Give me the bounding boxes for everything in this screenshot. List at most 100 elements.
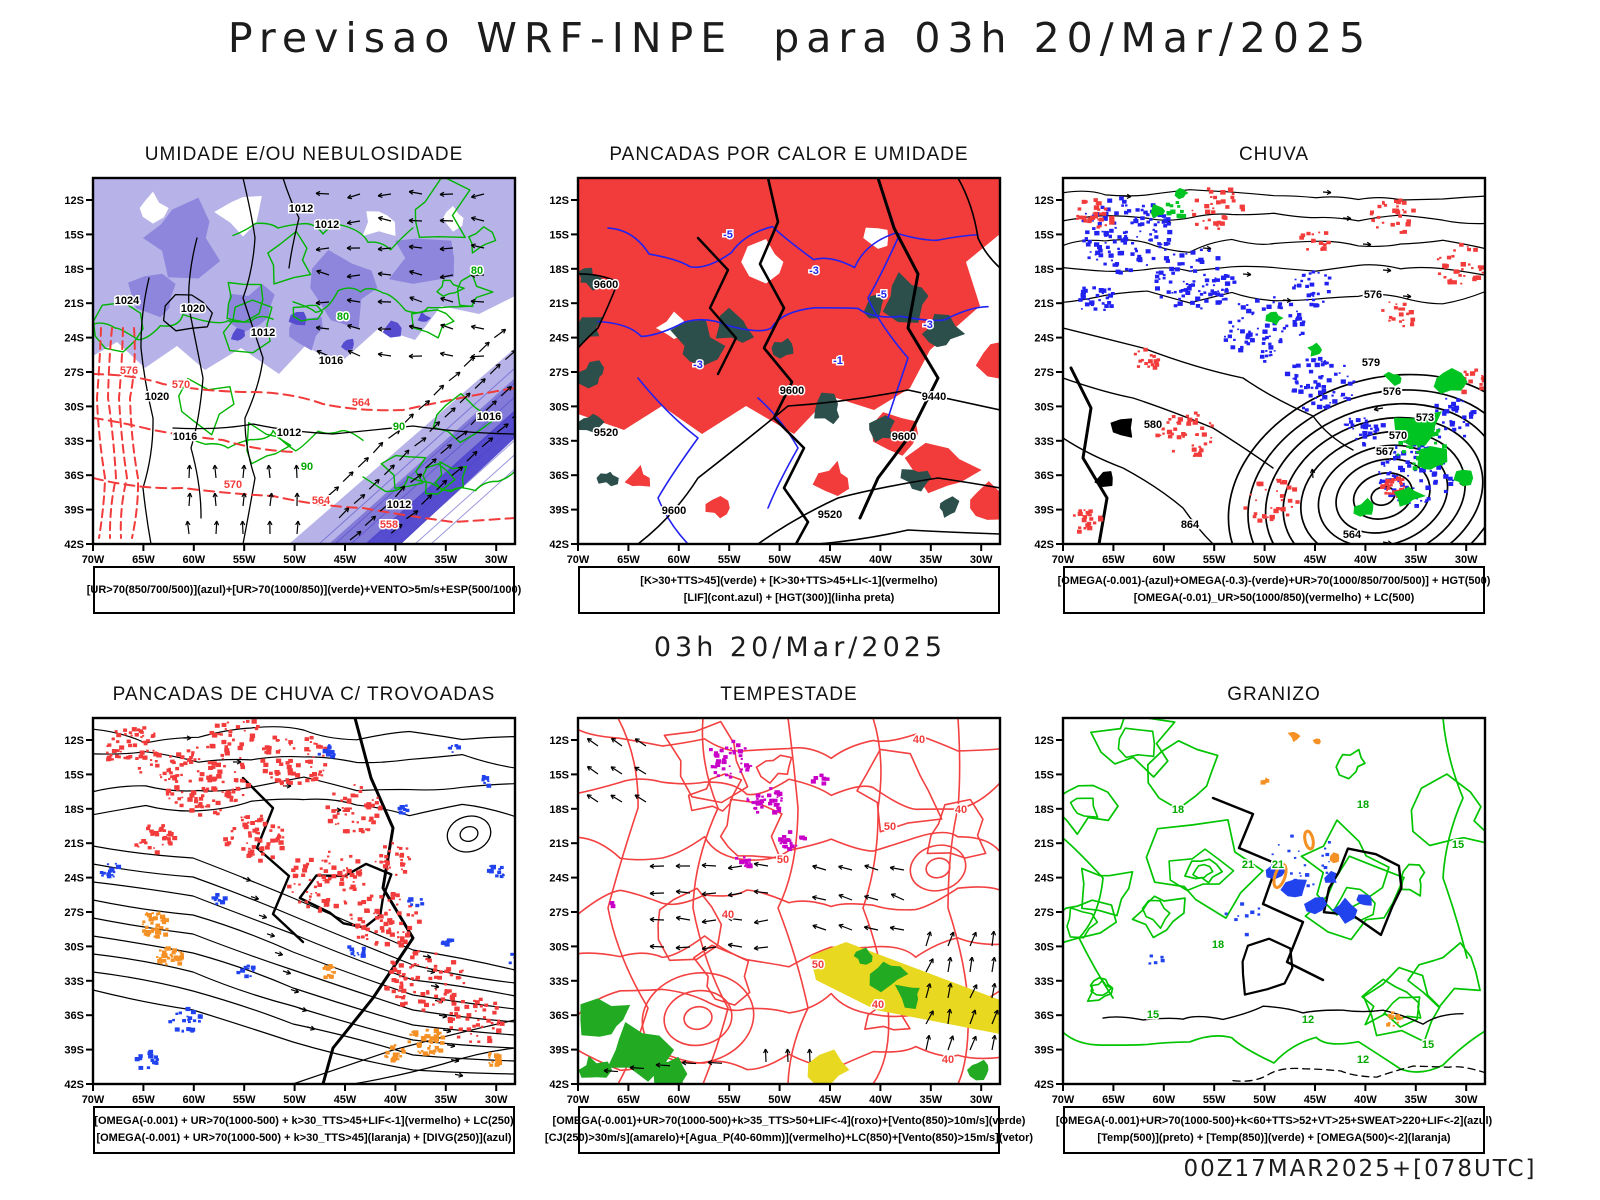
svg-text:55W: 55W xyxy=(1203,1094,1226,1106)
legend-box-umidade: [UR>70(850/700/500)](azul)+[UR>70(1000/8… xyxy=(87,566,521,614)
svg-text:27S: 27S xyxy=(64,907,84,919)
svg-text:9520: 9520 xyxy=(594,427,618,439)
svg-text:12S: 12S xyxy=(549,195,569,207)
svg-text:15: 15 xyxy=(1452,839,1464,851)
svg-text:18: 18 xyxy=(1212,939,1224,951)
svg-text:40W: 40W xyxy=(1354,1094,1377,1106)
svg-text:70W: 70W xyxy=(567,1094,590,1106)
svg-text:65W: 65W xyxy=(132,554,155,566)
svg-text:36S: 36S xyxy=(549,1010,569,1022)
svg-text:24S: 24S xyxy=(64,333,84,345)
svg-text:9520: 9520 xyxy=(818,509,842,521)
svg-text:35W: 35W xyxy=(434,1094,457,1106)
svg-text:50W: 50W xyxy=(283,1094,306,1106)
svg-text:55W: 55W xyxy=(718,1094,741,1106)
svg-text:564: 564 xyxy=(312,495,331,507)
legend-line: [OMEGA(-0.001)-(azul)+OMEGA(-0.3)-(verde… xyxy=(1057,575,1491,587)
legend-box-chuva: [OMEGA(-0.001)-(azul)+OMEGA(-0.3)-(verde… xyxy=(1058,566,1490,614)
svg-text:35W: 35W xyxy=(919,554,942,566)
svg-text:573: 573 xyxy=(1416,412,1434,424)
svg-text:-3: -3 xyxy=(809,265,819,277)
svg-text:55W: 55W xyxy=(233,1094,256,1106)
svg-text:65W: 65W xyxy=(1102,554,1125,566)
svg-text:30S: 30S xyxy=(549,401,569,413)
svg-text:50W: 50W xyxy=(1253,1094,1276,1106)
panel-chuva: CHUVA 12S 15S 18S 21S 24S 27S 30S 33S 36S 39S 42S 7… xyxy=(1023,142,1493,614)
svg-text:39S: 39S xyxy=(549,505,569,517)
panel-pancadas-calor: PANCADAS POR CALOR E UMIDADE 12S 15S 18S 21… xyxy=(538,142,1008,614)
svg-text:40W: 40W xyxy=(869,1094,892,1106)
weather-map-trovoadas: 12S 15S 18S 21S 24S 27S 30S 33S 36S 39S 42S 70W 65W 6… xyxy=(64,716,517,1106)
svg-text:9600: 9600 xyxy=(892,431,916,443)
svg-text:12S: 12S xyxy=(549,735,569,747)
svg-text:30S: 30S xyxy=(549,941,569,953)
svg-text:1012: 1012 xyxy=(387,499,411,511)
svg-text:18S: 18S xyxy=(549,264,569,276)
legend-line: [OMEGA(-0.001)+UR>70(1000-500)+k<60+TTS>… xyxy=(1055,1115,1493,1127)
svg-text:80: 80 xyxy=(471,265,483,277)
svg-text:580: 580 xyxy=(1144,419,1162,431)
svg-text:33S: 33S xyxy=(1034,976,1054,988)
svg-text:18S: 18S xyxy=(64,804,84,816)
svg-text:42S: 42S xyxy=(1034,1079,1054,1091)
svg-text:27S: 27S xyxy=(1034,367,1054,379)
svg-text:33S: 33S xyxy=(549,976,569,988)
svg-text:39S: 39S xyxy=(64,1045,84,1057)
legend-line: [CJ(250)>30m/s](amarelo)+[Agua_P(40-60mm… xyxy=(544,1132,1034,1144)
svg-text:9600: 9600 xyxy=(662,505,686,517)
svg-text:1016: 1016 xyxy=(477,411,501,423)
svg-text:45W: 45W xyxy=(334,554,357,566)
svg-text:576: 576 xyxy=(1383,386,1401,398)
svg-text:-3: -3 xyxy=(923,319,933,331)
svg-text:36S: 36S xyxy=(64,470,84,482)
svg-text:55W: 55W xyxy=(1203,554,1226,566)
svg-text:33S: 33S xyxy=(1034,436,1054,448)
svg-text:39S: 39S xyxy=(1034,1045,1054,1057)
svg-text:55W: 55W xyxy=(718,554,741,566)
svg-text:18S: 18S xyxy=(64,264,84,276)
svg-text:567: 567 xyxy=(1376,446,1394,458)
svg-text:24S: 24S xyxy=(64,873,84,885)
panel-title-trovoadas: PANCADAS DE CHUVA C/ TROVOADAS xyxy=(112,684,496,705)
svg-text:45W: 45W xyxy=(1304,1094,1327,1106)
weather-map-chuva: 12S 15S 18S 21S 24S 27S 30S 33S 36S 39S 42S 70W 65W 6… xyxy=(1034,176,1487,566)
panel-title-umidade: UMIDADE E/OU NEBULOSIDADE xyxy=(144,144,464,165)
legend-box-tempestade: [OMEGA(-0.001)+UR>70(1000-500)+k>35_TTS>… xyxy=(545,1106,1033,1154)
svg-text:21S: 21S xyxy=(64,298,84,310)
svg-text:24S: 24S xyxy=(549,873,569,885)
svg-text:40W: 40W xyxy=(384,1094,407,1106)
svg-text:50: 50 xyxy=(884,821,896,833)
weather-map-granizo: 12S 15S 18S 21S 24S 27S 30S 33S 36S 39S 42S 70W 65W 6… xyxy=(1034,716,1487,1106)
svg-text:30W: 30W xyxy=(970,554,993,566)
svg-text:45W: 45W xyxy=(819,554,842,566)
svg-text:50: 50 xyxy=(777,854,789,866)
svg-text:18: 18 xyxy=(1357,799,1369,811)
svg-text:42S: 42S xyxy=(64,1079,84,1091)
svg-text:40W: 40W xyxy=(384,554,407,566)
svg-text:65W: 65W xyxy=(617,1094,640,1106)
svg-text:12S: 12S xyxy=(1034,195,1054,207)
svg-text:18: 18 xyxy=(1172,804,1184,816)
svg-text:12S: 12S xyxy=(64,195,84,207)
svg-text:27S: 27S xyxy=(549,367,569,379)
svg-text:30W: 30W xyxy=(1455,1094,1478,1106)
svg-text:15S: 15S xyxy=(64,229,84,241)
svg-text:1012: 1012 xyxy=(277,427,301,439)
svg-text:40W: 40W xyxy=(1354,554,1377,566)
svg-text:30W: 30W xyxy=(485,554,508,566)
svg-text:40: 40 xyxy=(872,999,884,1011)
svg-text:21S: 21S xyxy=(549,298,569,310)
legend-line: [OMEGA(-0.01)_UR>50(1000/850)(vermelho) … xyxy=(1133,592,1415,604)
svg-text:90: 90 xyxy=(393,421,405,433)
svg-text:12S: 12S xyxy=(64,735,84,747)
svg-text:65W: 65W xyxy=(132,1094,155,1106)
svg-text:30S: 30S xyxy=(64,401,84,413)
valid-time-label: 03h 20/Mar/2025 xyxy=(653,632,947,663)
svg-text:24S: 24S xyxy=(1034,873,1054,885)
svg-text:1024: 1024 xyxy=(115,295,140,307)
svg-text:12S: 12S xyxy=(1034,735,1054,747)
svg-text:40: 40 xyxy=(942,1054,954,1066)
svg-text:564: 564 xyxy=(352,397,371,409)
svg-text:-5: -5 xyxy=(877,289,887,301)
